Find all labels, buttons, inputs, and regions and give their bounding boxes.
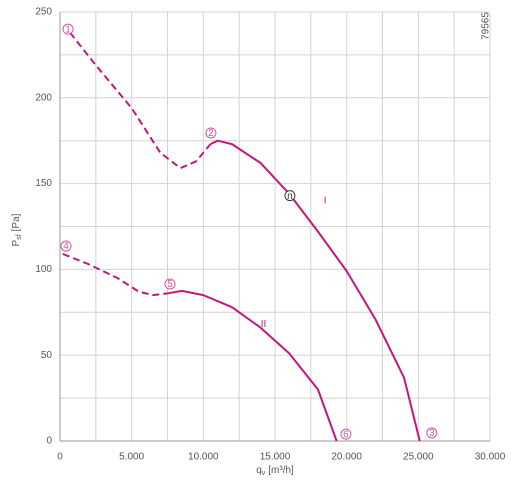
point-label: 4 [63, 241, 69, 252]
curve-label: II [261, 319, 267, 330]
x-tick-label: 5.000 [119, 452, 144, 463]
point-label: 3 [429, 428, 435, 439]
operating-point [205, 127, 217, 139]
point-label: n [287, 191, 293, 202]
y-tick-label: 150 [35, 178, 52, 189]
x-tick-label: 15.000 [260, 452, 291, 463]
operating-point [426, 427, 438, 439]
y-symbol: P [11, 239, 22, 246]
x-label: qv [m³/h] [256, 465, 294, 477]
operating-point [164, 278, 176, 290]
y-tick-label: 250 [35, 7, 52, 18]
y-label: Psf [Pa] [11, 213, 23, 246]
y-subscript: sf [16, 234, 23, 240]
curve [210, 139, 421, 442]
point-label: 1 [65, 24, 71, 35]
y-axis-label: Psf [Pa] [11, 213, 23, 246]
y-unit: [Pa] [11, 213, 22, 231]
x-tick-label: 25.000 [403, 452, 434, 463]
curve-label: I [324, 195, 327, 206]
x-symbol: q [256, 465, 262, 476]
curve [69, 31, 212, 170]
x-tick-label: 10.000 [188, 452, 219, 463]
point-label: 5 [167, 279, 173, 290]
y-tick-label: 200 [35, 92, 52, 103]
x-tick-label: 30.000 [475, 452, 506, 463]
x-unit: [m³/h] [268, 465, 294, 476]
x-tick-label: 20.000 [331, 452, 362, 463]
x-tick-label: 0 [57, 452, 63, 463]
point-label: 6 [343, 429, 349, 440]
point-label: 2 [208, 128, 214, 139]
y-tick-label: 100 [35, 264, 52, 275]
operating-point [62, 23, 74, 35]
curve [62, 253, 168, 297]
x-subscript: v [262, 470, 266, 477]
code-number: 79565 [481, 12, 492, 40]
y-tick-label: 50 [41, 350, 53, 361]
operating-point [284, 190, 296, 202]
operating-point [60, 240, 72, 252]
curve [167, 289, 338, 442]
y-tick-label: 0 [46, 436, 52, 447]
operating-point [340, 428, 352, 440]
